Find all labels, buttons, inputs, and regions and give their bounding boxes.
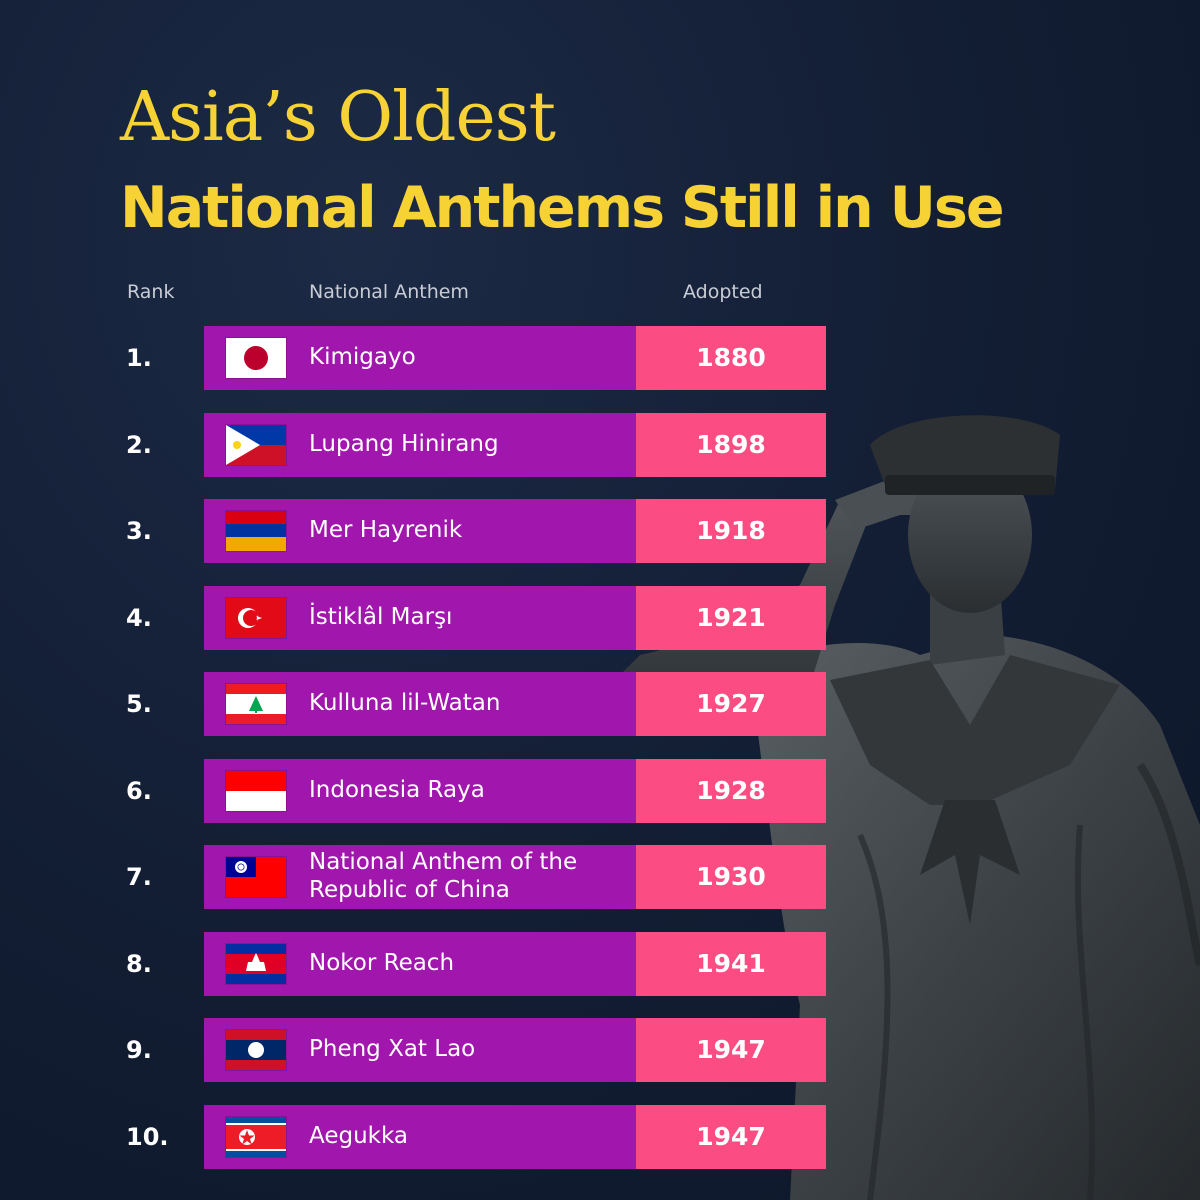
anthem-cell: Indonesia Raya <box>204 759 636 823</box>
rank-number: 8. <box>126 950 152 978</box>
title-line-1: Asia’s Oldest <box>120 78 556 157</box>
adopted-year: 1928 <box>636 759 826 823</box>
column-header-rank: Rank <box>127 281 175 303</box>
anthem-cell: Aegukka <box>204 1105 636 1169</box>
adopted-year: 1880 <box>636 326 826 390</box>
rank-number: 9. <box>126 1036 152 1064</box>
column-header-adopted: Adopted <box>683 281 763 303</box>
rank-number: 6. <box>126 777 152 805</box>
adopted-year: 1947 <box>636 1018 826 1082</box>
column-header-anthem: National Anthem <box>309 281 469 303</box>
anthem-name: İstiklâl Marşı <box>309 604 453 631</box>
table-row: 9. Pheng Xat Lao 1947 <box>0 1018 830 1082</box>
armenia-flag-icon <box>226 511 286 551</box>
anthem-cell: Kimigayo <box>204 326 636 390</box>
adopted-year: 1918 <box>636 499 826 563</box>
table-row: 10. Aegukka 1947 <box>0 1105 830 1169</box>
anthem-name: Nokor Reach <box>309 950 455 977</box>
laos-flag-icon <box>226 1030 286 1070</box>
anthem-name: Indonesia Raya <box>309 777 485 804</box>
anthem-cell: İstiklâl Marşı <box>204 586 636 650</box>
anthem-cell: Mer Hayrenik <box>204 499 636 563</box>
japan-flag-icon <box>226 338 286 378</box>
adopted-year: 1947 <box>636 1105 826 1169</box>
anthem-name: Aegukka <box>309 1123 408 1150</box>
adopted-year: 1898 <box>636 413 826 477</box>
anthem-cell: National Anthem of the Republic of China <box>204 845 636 909</box>
rank-number: 2. <box>126 431 152 459</box>
table-row: 5. Kulluna lil-Watan 1927 <box>0 672 830 736</box>
table-row: 3. Mer Hayrenik 1918 <box>0 499 830 563</box>
rank-number: 7. <box>126 863 152 891</box>
table-row: 8. Nokor Reach 1941 <box>0 932 830 996</box>
adopted-year: 1941 <box>636 932 826 996</box>
philippines-flag-icon <box>226 425 286 465</box>
anthem-cell: Lupang Hinirang <box>204 413 636 477</box>
anthem-name: Mer Hayrenik <box>309 517 463 544</box>
indonesia-flag-icon <box>226 771 286 811</box>
rank-number: 1. <box>126 344 152 372</box>
taiwan-flag-icon <box>226 857 286 897</box>
rank-number: 10. <box>126 1123 169 1151</box>
anthem-cell: Nokor Reach <box>204 932 636 996</box>
rank-number: 4. <box>126 604 152 632</box>
anthem-name: Pheng Xat Lao <box>309 1036 476 1063</box>
title-line-2: National Anthems Still in Use <box>120 175 1004 241</box>
rank-number: 5. <box>126 690 152 718</box>
table-row: 2. Lupang Hinirang 1898 <box>0 413 830 477</box>
cambodia-flag-icon <box>226 944 286 984</box>
adopted-year: 1921 <box>636 586 826 650</box>
table-row: 1. Kimigayo 1880 <box>0 326 830 390</box>
table-row: 6. Indonesia Raya 1928 <box>0 759 830 823</box>
adopted-year: 1930 <box>636 845 826 909</box>
anthem-name: Kulluna lil-Watan <box>309 690 501 717</box>
anthem-name: National Anthem of the Republic of China <box>309 849 578 903</box>
turkey-flag-icon <box>226 598 286 638</box>
anthem-cell: Pheng Xat Lao <box>204 1018 636 1082</box>
lebanon-flag-icon <box>226 684 286 724</box>
adopted-year: 1927 <box>636 672 826 736</box>
anthem-name: Lupang Hinirang <box>309 431 499 458</box>
rank-number: 3. <box>126 517 152 545</box>
table-row: 7. National Anthem of the Republic of Ch… <box>0 845 830 909</box>
anthem-cell: Kulluna lil-Watan <box>204 672 636 736</box>
table-row: 4. İstiklâl Marşı 1921 <box>0 586 830 650</box>
anthem-name: Kimigayo <box>309 344 416 371</box>
north-korea-flag-icon <box>226 1117 286 1157</box>
